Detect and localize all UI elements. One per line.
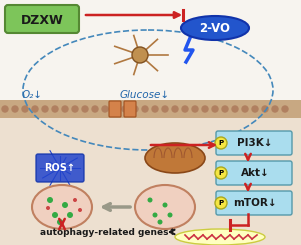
Text: O₂↓: O₂↓ xyxy=(21,90,42,100)
Circle shape xyxy=(192,106,198,112)
Circle shape xyxy=(222,106,228,112)
Circle shape xyxy=(167,212,172,218)
Circle shape xyxy=(152,106,158,112)
Text: Glucose↓: Glucose↓ xyxy=(120,90,170,100)
Ellipse shape xyxy=(175,229,265,245)
Circle shape xyxy=(92,106,98,112)
Circle shape xyxy=(12,106,18,112)
Circle shape xyxy=(78,208,82,212)
Circle shape xyxy=(272,106,278,112)
Text: PI3K↓: PI3K↓ xyxy=(237,138,273,148)
Circle shape xyxy=(57,219,63,225)
Circle shape xyxy=(163,203,167,208)
Circle shape xyxy=(162,106,168,112)
FancyBboxPatch shape xyxy=(124,101,136,117)
Circle shape xyxy=(62,106,68,112)
Ellipse shape xyxy=(145,143,205,173)
Circle shape xyxy=(122,106,128,112)
Text: mTOR↓: mTOR↓ xyxy=(233,198,277,208)
Circle shape xyxy=(132,106,138,112)
FancyBboxPatch shape xyxy=(0,100,301,245)
Circle shape xyxy=(172,106,178,112)
Circle shape xyxy=(72,106,78,112)
FancyBboxPatch shape xyxy=(109,101,121,117)
Circle shape xyxy=(215,167,227,179)
Circle shape xyxy=(282,106,288,112)
FancyBboxPatch shape xyxy=(36,154,84,182)
Circle shape xyxy=(182,106,188,112)
Text: 2-VO: 2-VO xyxy=(200,23,231,36)
Circle shape xyxy=(2,106,8,112)
Circle shape xyxy=(142,106,148,112)
Circle shape xyxy=(147,197,153,203)
Circle shape xyxy=(215,197,227,209)
Circle shape xyxy=(242,106,248,112)
Text: DZXW: DZXW xyxy=(21,14,64,27)
FancyBboxPatch shape xyxy=(216,131,292,155)
Circle shape xyxy=(67,212,73,218)
Circle shape xyxy=(46,206,50,210)
Circle shape xyxy=(132,47,148,63)
Ellipse shape xyxy=(181,16,249,40)
Circle shape xyxy=(82,106,88,112)
Text: ROS↑: ROS↑ xyxy=(45,163,76,173)
Ellipse shape xyxy=(135,185,195,229)
Text: autophagy-related genes↑: autophagy-related genes↑ xyxy=(40,228,176,236)
Text: Akt↓: Akt↓ xyxy=(240,168,269,178)
Circle shape xyxy=(52,212,58,218)
Circle shape xyxy=(202,106,208,112)
Circle shape xyxy=(232,106,238,112)
FancyBboxPatch shape xyxy=(5,5,79,33)
FancyBboxPatch shape xyxy=(0,100,301,118)
Circle shape xyxy=(157,220,163,224)
Text: P: P xyxy=(219,140,224,146)
Circle shape xyxy=(42,106,48,112)
Circle shape xyxy=(112,106,118,112)
Circle shape xyxy=(52,106,58,112)
FancyBboxPatch shape xyxy=(0,0,301,110)
Circle shape xyxy=(212,106,218,112)
Circle shape xyxy=(22,106,28,112)
Circle shape xyxy=(153,212,157,218)
FancyBboxPatch shape xyxy=(216,161,292,185)
Circle shape xyxy=(102,106,108,112)
FancyBboxPatch shape xyxy=(216,191,292,215)
Text: P: P xyxy=(219,200,224,206)
Circle shape xyxy=(215,137,227,149)
Text: P: P xyxy=(219,170,224,176)
Circle shape xyxy=(252,106,258,112)
Circle shape xyxy=(262,106,268,112)
Circle shape xyxy=(47,197,53,203)
Circle shape xyxy=(62,202,68,208)
Circle shape xyxy=(32,106,38,112)
Circle shape xyxy=(73,198,77,202)
Ellipse shape xyxy=(32,185,92,229)
